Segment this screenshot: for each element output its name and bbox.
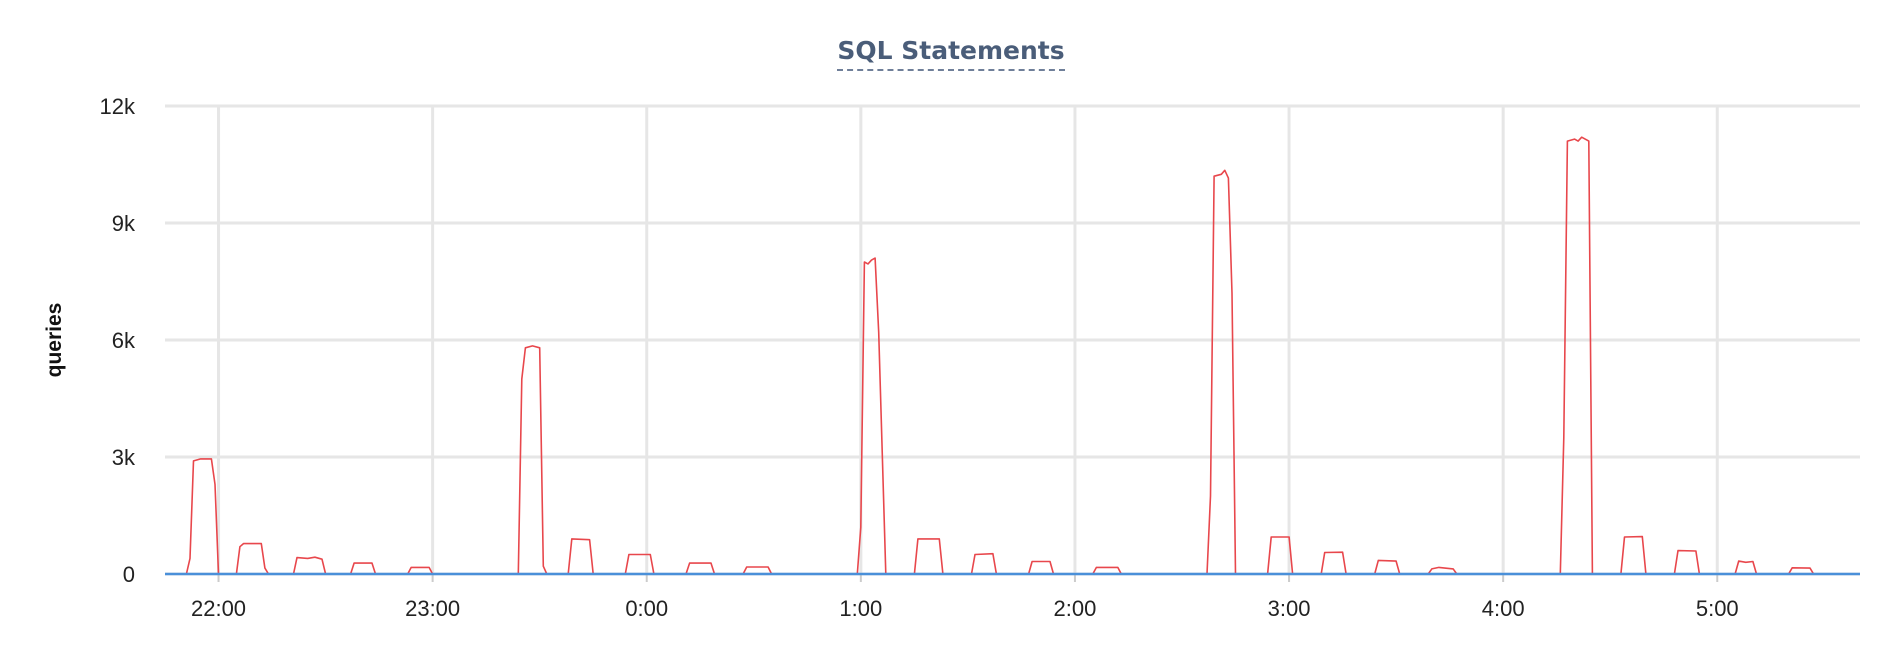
x-tick-label: 0:00: [625, 596, 668, 621]
x-tick-label: 23:00: [405, 596, 460, 621]
x-tick-label: 22:00: [191, 596, 246, 621]
y-tick-label: 12k: [100, 94, 136, 119]
x-tick-label: 4:00: [1482, 596, 1525, 621]
chart-title-wrap: SQL Statements: [0, 36, 1902, 71]
x-tick-label: 1:00: [839, 596, 882, 621]
x-tick-label: 5:00: [1696, 596, 1739, 621]
x-tick-label: 3:00: [1268, 596, 1311, 621]
series-line-1: [165, 136, 1860, 575]
x-tick-label: 2:00: [1054, 596, 1097, 621]
y-tick-label: 3k: [112, 445, 136, 470]
y-tick-label: 6k: [112, 328, 136, 353]
chart-title[interactable]: SQL Statements: [837, 36, 1065, 71]
y-tick-label: 0: [123, 562, 135, 587]
y-tick-label: 9k: [112, 211, 136, 236]
